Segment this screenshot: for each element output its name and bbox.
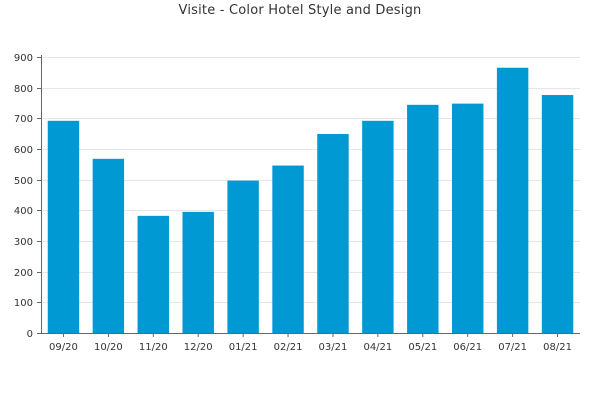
bar-11-20 — [137, 215, 170, 333]
x-tick-labels: 09/20 10/20 11/20 12/20 01/21 02/21 03/21 04/21… — [49, 342, 572, 353]
y-tick-label: 600 — [14, 145, 33, 156]
bars — [47, 67, 574, 333]
y-tick-label: 800 — [14, 84, 33, 95]
x-tick-label: 05/21 — [408, 342, 437, 353]
x-tick-label: 10/20 — [94, 342, 123, 353]
y-tick-label: 900 — [14, 53, 33, 64]
bar-12-20 — [182, 211, 214, 333]
bar-03-21 — [317, 133, 349, 333]
y-tick-label: 200 — [14, 268, 33, 279]
x-tick-label: 04/21 — [363, 342, 392, 353]
bar-02-21 — [272, 165, 304, 333]
x-tick-label: 06/21 — [453, 342, 482, 353]
bar-09-20 — [47, 120, 80, 333]
x-tick-label: 11/20 — [139, 342, 168, 353]
x-tick-label: 01/21 — [229, 342, 258, 353]
y-tick-label: 300 — [14, 237, 33, 248]
bar-04-21 — [362, 120, 394, 333]
axes — [37, 55, 580, 337]
y-tick-label: 400 — [14, 206, 33, 217]
y-tick-label: 700 — [14, 114, 33, 125]
y-tick-label: 0 — [27, 329, 33, 340]
chart-title: Visite - Color Hotel Style and Design — [178, 3, 422, 18]
bar-08-21 — [541, 95, 574, 333]
x-tick-label: 07/21 — [498, 342, 527, 353]
bar-05-21 — [407, 104, 439, 333]
y-tick-labels: 0 100 200 300 400 500 600 700 800 900 — [14, 53, 33, 340]
x-tick-label: 09/20 — [49, 342, 78, 353]
bar-10-20 — [92, 158, 125, 333]
x-tick-label: 03/21 — [319, 342, 348, 353]
y-tick-label: 500 — [14, 176, 33, 187]
bar-07-21 — [496, 67, 529, 333]
y-tick-label: 100 — [14, 298, 33, 309]
bar-01-21 — [227, 180, 259, 333]
bar-06-21 — [451, 103, 484, 333]
x-tick-label: 08/21 — [543, 342, 572, 353]
x-tick-label: 12/20 — [184, 342, 213, 353]
gridlines — [41, 57, 580, 303]
x-tick-label: 02/21 — [274, 342, 303, 353]
